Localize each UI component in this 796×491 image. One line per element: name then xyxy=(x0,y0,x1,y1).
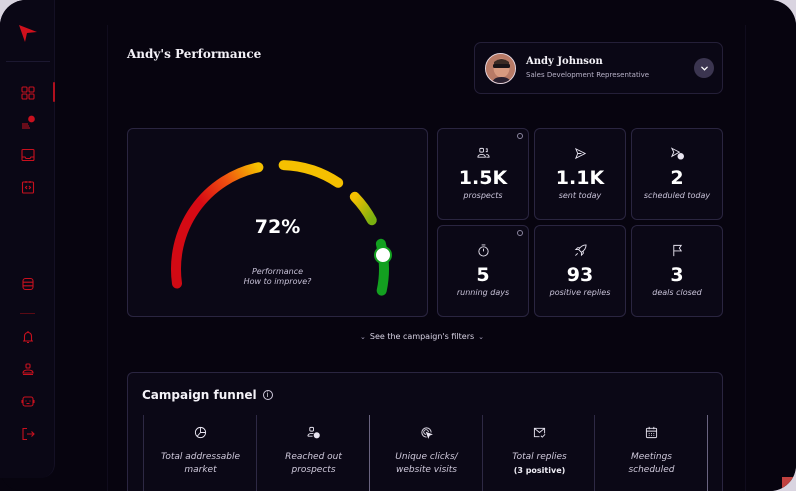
info-icon[interactable] xyxy=(517,230,523,236)
stat-label: prospects xyxy=(463,191,503,200)
funnel-step-meetings: Meetings scheduled xyxy=(595,415,708,491)
funnel-step-label: Total addressable market xyxy=(160,452,241,475)
sidebar-item-inbox[interactable] xyxy=(20,147,35,162)
stat-card-scheduled-today: 2 scheduled today xyxy=(631,128,723,220)
avatar xyxy=(485,53,516,84)
campaign-funnel-card: Campaign funnel i Total addressable marke… xyxy=(127,372,723,491)
sidebar-item-logout[interactable] xyxy=(20,426,35,441)
funnel-divider xyxy=(594,415,595,491)
campaign-funnel-heading: Campaign funnel xyxy=(142,388,257,402)
stat-value: 3 xyxy=(670,264,684,286)
sidebar-divider-short xyxy=(20,313,35,314)
inbox-icon xyxy=(20,148,35,161)
profile-dropdown-button[interactable] xyxy=(694,58,714,78)
sidebar-divider xyxy=(6,61,50,62)
cursor-click-icon xyxy=(421,427,433,439)
chevron-down-icon: ⌄ xyxy=(360,332,366,341)
chevron-down-icon: ⌄ xyxy=(478,332,485,341)
info-icon[interactable]: i xyxy=(262,390,273,400)
robot-icon xyxy=(20,395,35,407)
funnel-divider xyxy=(256,415,257,491)
gauge-label: Performance xyxy=(251,267,304,276)
gauge-segment-mid xyxy=(278,160,344,188)
funnel-step-replies: Total replies (3 positive) xyxy=(483,415,596,491)
stat-label: positive replies xyxy=(549,288,611,297)
campaign-filters-toggle[interactable]: ⌄ See the campaign's filters ⌄ xyxy=(360,332,484,341)
sidebar-item-profile[interactable] xyxy=(20,361,35,376)
flag-icon xyxy=(672,244,682,257)
funnel-divider xyxy=(369,415,370,491)
profile-role: Sales Development Representative xyxy=(526,71,650,79)
sidebar-item-notifications[interactable] xyxy=(20,329,35,344)
sidebar-item-dashboard[interactable] xyxy=(20,85,35,100)
rocket-icon xyxy=(574,244,587,257)
stat-value: 1.1K xyxy=(555,167,605,189)
gauge-segment-good xyxy=(349,191,377,226)
grid-icon xyxy=(20,85,35,100)
funnel-step-clicks: Unique clicks/website visits xyxy=(370,415,483,491)
sidebar-item-prospects[interactable] xyxy=(20,114,35,129)
funnel-step-label: Reached out prospects xyxy=(285,452,342,475)
logout-icon xyxy=(21,427,35,440)
funnel-step-tam: Total addressable market xyxy=(144,415,257,491)
stat-label: scheduled today xyxy=(643,191,711,200)
code-icon xyxy=(21,180,34,194)
funnel-step-sub: (3 positive) xyxy=(513,466,566,475)
main-content-area xyxy=(107,25,746,491)
user-check-icon xyxy=(307,426,320,439)
user-clock-icon xyxy=(21,115,35,129)
stat-card-running-days: 5 running days xyxy=(437,225,529,317)
stat-value: 1.5K xyxy=(458,167,508,189)
send-clock-icon xyxy=(670,147,684,160)
gauge-value: 72% xyxy=(254,216,301,238)
sidebar-item-database[interactable] xyxy=(20,276,35,291)
chevron-down-icon xyxy=(700,66,708,71)
corner-accent xyxy=(782,477,796,491)
stopwatch-icon xyxy=(477,244,489,257)
sidebar xyxy=(0,0,55,478)
performance-gauge xyxy=(171,160,392,296)
stat-value: 2 xyxy=(670,167,684,189)
how-to-improve-link[interactable]: How to improve? xyxy=(243,277,312,286)
users-icon xyxy=(476,147,490,158)
stat-card-prospects: 1.5K prospects xyxy=(437,128,529,220)
funnel-step-reached: Reached out prospects xyxy=(257,415,370,491)
sidebar-item-integrations[interactable] xyxy=(20,179,35,194)
sidebar-item-assistant[interactable] xyxy=(20,393,35,408)
stat-label: sent today xyxy=(558,191,602,200)
calendar-icon xyxy=(645,426,658,439)
profile-selector[interactable]: Andy Johnson Sales Development Represent… xyxy=(474,42,723,94)
campaign-filters-label: See the campaign's filters xyxy=(369,332,475,341)
database-icon xyxy=(21,277,34,290)
funnel-divider xyxy=(143,415,144,491)
gauge-indicator xyxy=(374,246,392,264)
stat-value: 93 xyxy=(566,264,594,286)
bell-icon xyxy=(22,330,33,343)
funnel-step-label: Meetings scheduled xyxy=(628,452,675,475)
funnel-divider xyxy=(482,415,483,491)
send-arrow-logo[interactable] xyxy=(18,23,38,43)
mail-check-icon xyxy=(533,427,546,438)
profile-name: Andy Johnson xyxy=(526,56,603,67)
stat-card-positive-replies: 93 positive replies xyxy=(534,225,626,317)
campaign-funnel-title: Campaign funnel i xyxy=(142,388,273,402)
gauge-segment-low xyxy=(171,162,264,289)
user-icon xyxy=(21,362,34,375)
funnel-step-label: Total replies (3 positive) xyxy=(483,451,596,477)
stat-card-sent-today: 1.1K sent today xyxy=(534,128,626,220)
page-title: Andy's Performance xyxy=(127,47,262,61)
funnel-step-label: Unique clicks/website visits xyxy=(395,452,458,475)
active-indicator xyxy=(53,82,55,102)
send-icon xyxy=(574,147,586,160)
stat-label: deals closed xyxy=(652,288,702,297)
performance-gauge-card: 72% Performance How to improve? xyxy=(127,128,428,317)
stat-label: running days xyxy=(456,288,510,297)
info-icon[interactable] xyxy=(517,133,523,139)
funnel-divider xyxy=(707,415,708,491)
stat-value: 5 xyxy=(476,264,490,286)
stat-card-deals-closed: 3 deals closed xyxy=(631,225,723,317)
pie-chart-icon xyxy=(194,426,207,439)
